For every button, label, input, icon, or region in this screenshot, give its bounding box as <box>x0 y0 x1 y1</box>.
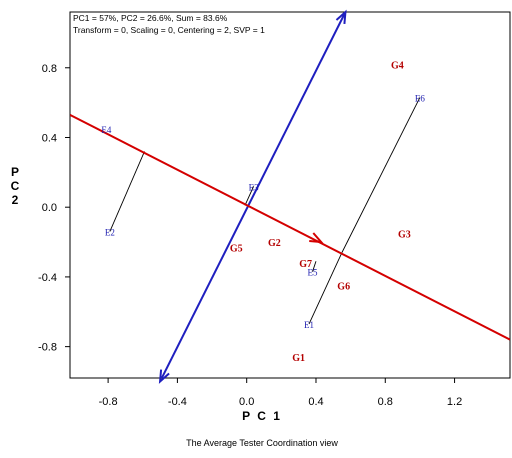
projection-line <box>308 252 343 325</box>
environment-label-e2: E2 <box>105 228 115 238</box>
genotype-label-g3: G3 <box>398 229 411 240</box>
x-tick-label: -0.4 <box>168 396 187 408</box>
ate-ordinate-line <box>160 12 347 378</box>
y-axis-title-num: 2 <box>12 193 21 207</box>
biplot-labels: G1 G2 G3 G4 G5 G6 G7 E1 E2 E3 E4 E5 E6 <box>101 60 425 364</box>
projection-line <box>341 97 421 253</box>
projection-line <box>312 261 317 272</box>
x-tick-label: 0.8 <box>378 396 393 408</box>
environment-label-e3: E3 <box>249 182 259 192</box>
y-tick-label: 0.4 <box>42 132 57 144</box>
y-axis-title-p: P <box>11 165 21 179</box>
info-line-1: PC1 = 57%, PC2 = 26.6%, Sum = 83.6% <box>73 13 228 23</box>
ate-ordinate-arrowhead-bottom <box>158 369 170 384</box>
biplot-arrowheads <box>158 9 347 384</box>
biplot-lines <box>70 12 510 378</box>
y-tick-label: -0.8 <box>38 342 57 354</box>
info-line-2: Transform = 0, Scaling = 0, Centering = … <box>73 25 265 35</box>
environment-label-e5: E5 <box>308 268 318 278</box>
genotype-label-g2: G2 <box>268 238 281 249</box>
y-tick-label: 0.0 <box>42 202 57 214</box>
ate-axis-arrowhead <box>309 232 324 244</box>
x-tick-label: -0.8 <box>99 396 118 408</box>
x-tick-label: 0.4 <box>308 396 323 408</box>
genotype-label-g4: G4 <box>391 60 404 71</box>
x-axis-title: P C 1 <box>242 409 282 423</box>
projection-line <box>109 151 145 232</box>
ate-ordinate-arrowhead-top <box>335 9 347 25</box>
environment-label-e4: E4 <box>101 125 111 135</box>
axis-ticks: -0.8 -0.4 0.0 0.4 0.8 1.2 -0.8 -0.4 0.0 0.4 0.8 <box>38 63 462 408</box>
ate-axis-line <box>70 113 510 341</box>
environment-label-e6: E6 <box>415 93 425 103</box>
y-axis-title-c: C <box>11 179 22 193</box>
genotype-label-g5: G5 <box>230 243 243 254</box>
environment-label-e1: E1 <box>304 320 314 330</box>
y-tick-label: -0.4 <box>38 272 57 284</box>
y-axis-title: P C 2 <box>11 165 22 207</box>
genotype-label-g6: G6 <box>337 282 350 293</box>
genotype-label-g7: G7 <box>299 259 312 270</box>
projection-line <box>244 186 255 206</box>
genotype-label-g1: G1 <box>292 353 305 364</box>
x-tick-label: 0.0 <box>239 396 254 408</box>
y-tick-label: 0.8 <box>42 63 57 75</box>
plot-frame <box>69 11 511 379</box>
x-tick-label: 1.2 <box>447 396 462 408</box>
chart-caption: The Average Tester Coordination view <box>186 438 338 448</box>
